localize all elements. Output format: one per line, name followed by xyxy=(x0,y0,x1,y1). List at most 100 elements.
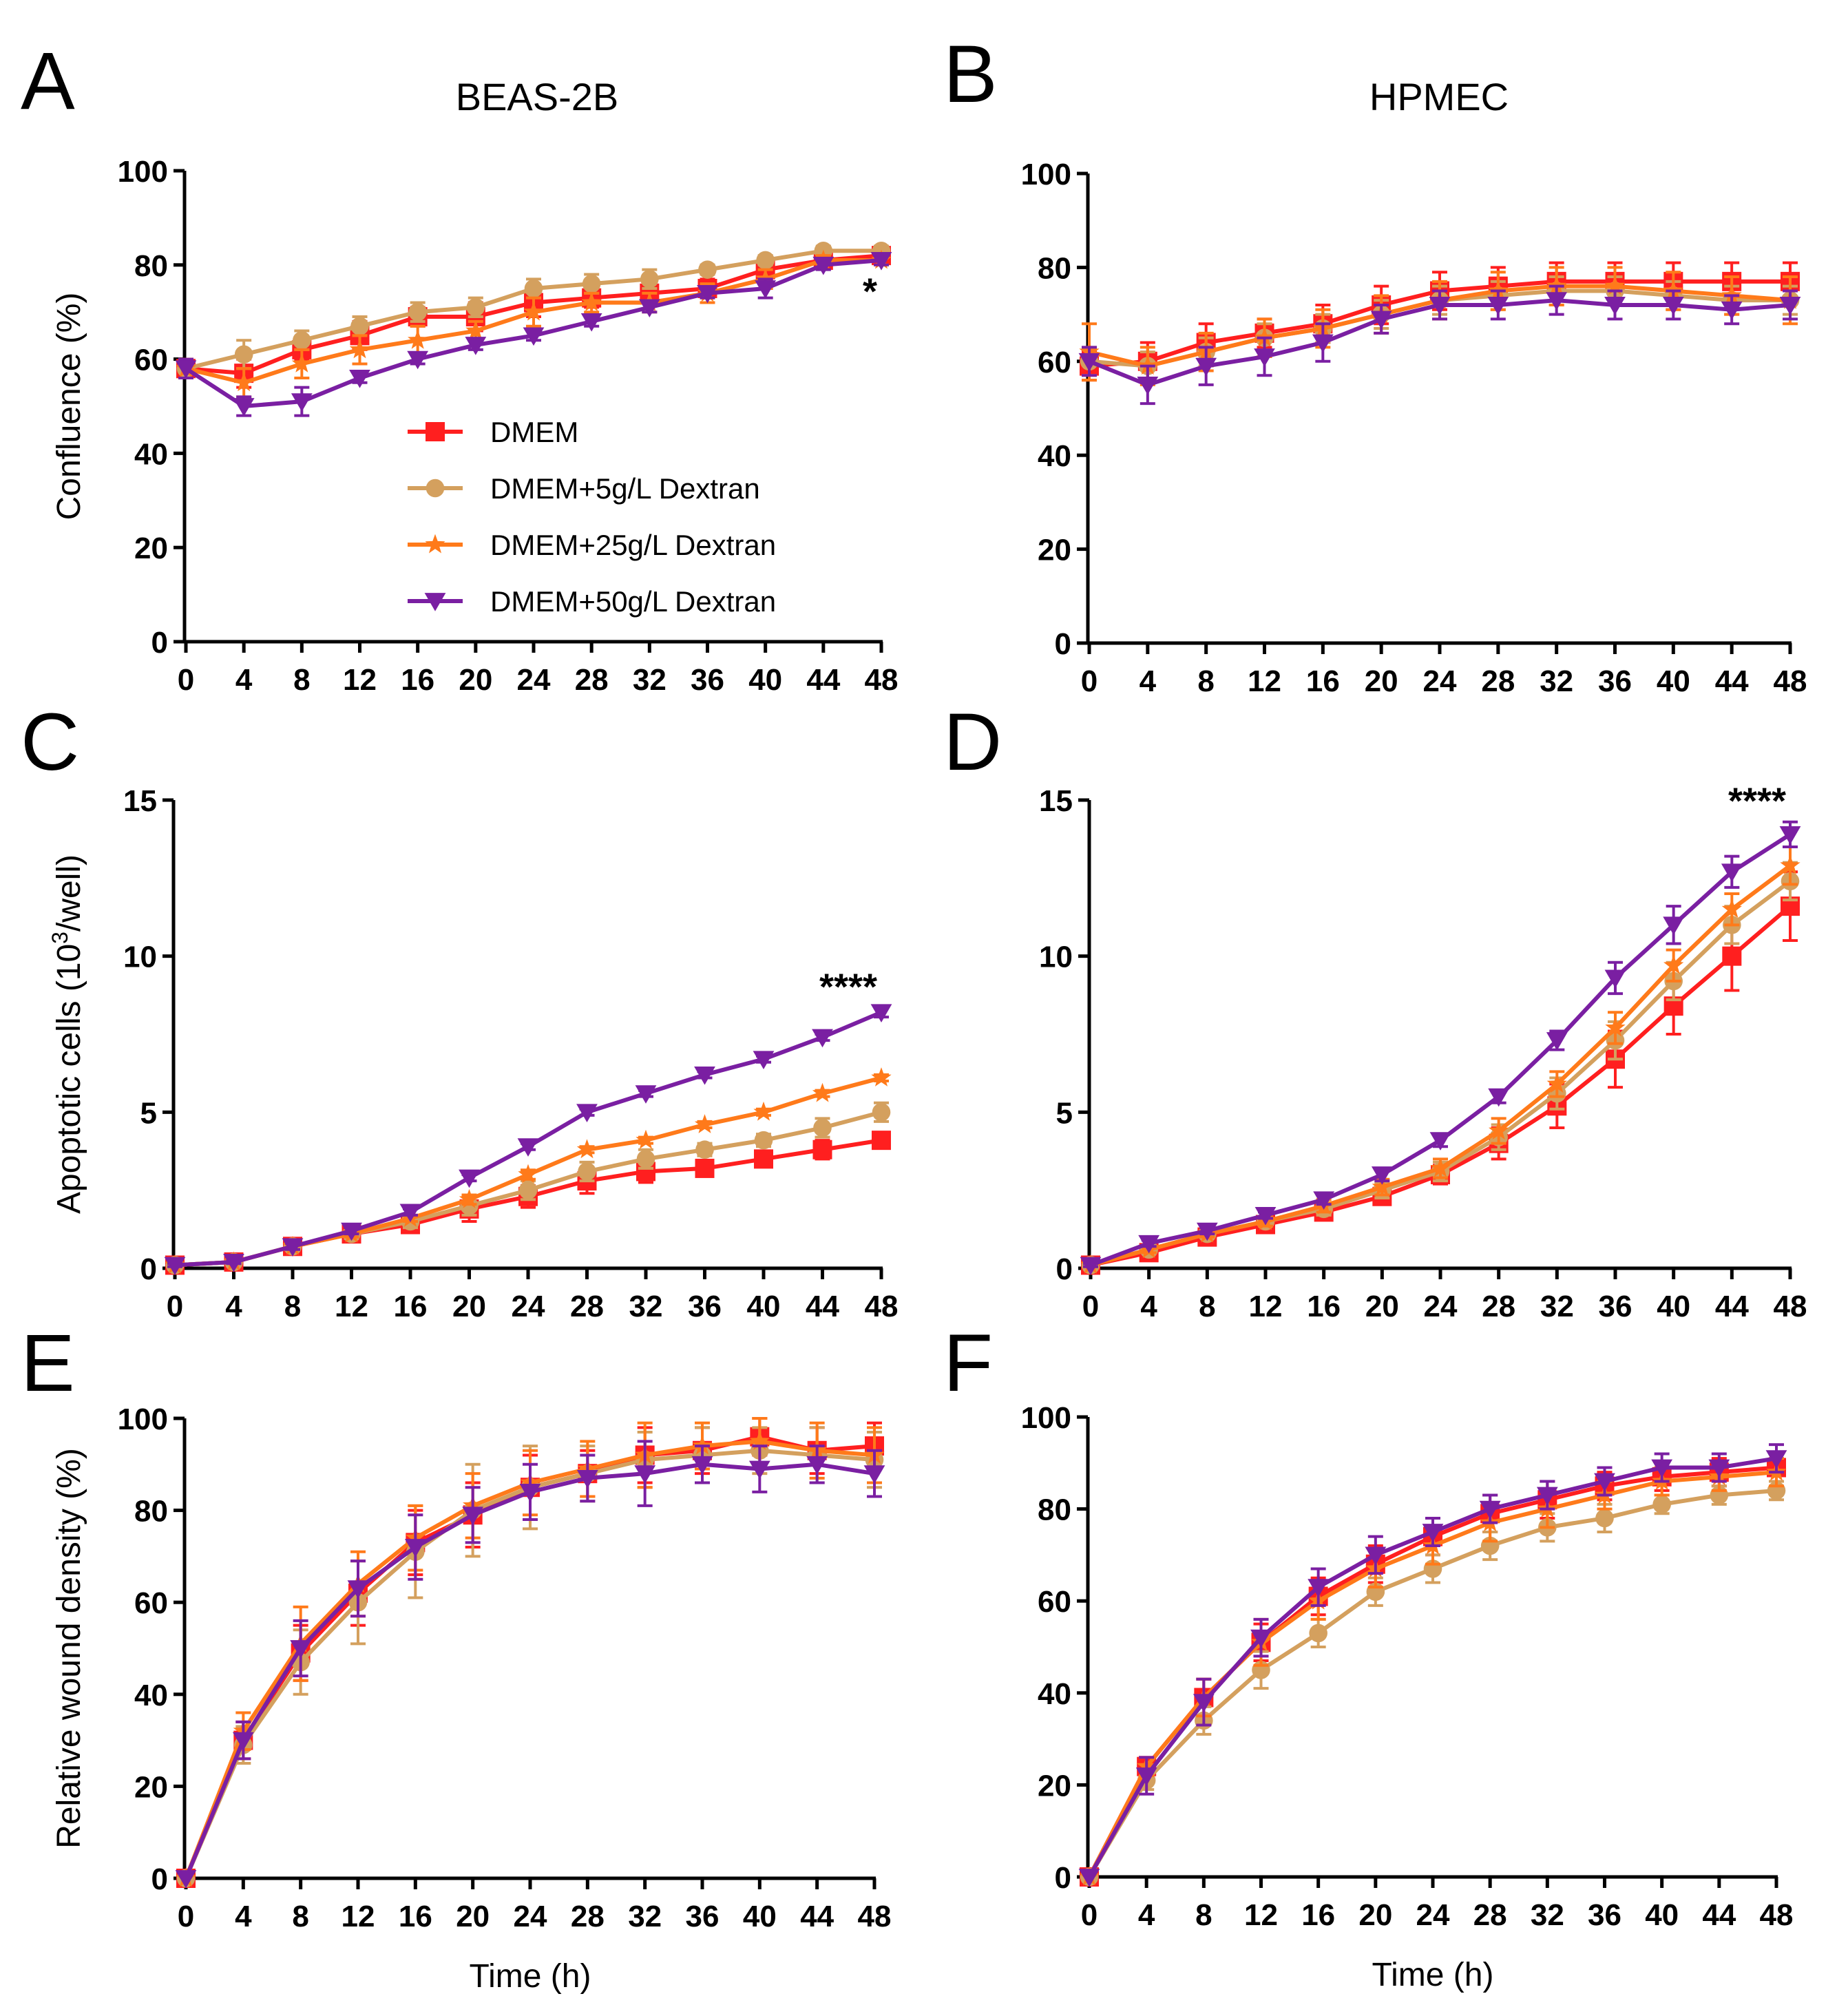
panel-f-x-tick-label: 0 xyxy=(1081,1898,1098,1932)
panel-b-point-dmem-50g-l-dextran xyxy=(1604,297,1626,315)
panel-c-x-tick-label: 28 xyxy=(570,1290,604,1323)
panel-b-x-tick-label: 4 xyxy=(1140,664,1157,698)
panel-a-point-dmem-5g-l-dextran xyxy=(350,317,369,336)
panel-d-point-dmem-50g-l-dextran xyxy=(1488,1088,1510,1107)
panel-c-point-dmem-50g-l-dextran xyxy=(399,1204,421,1223)
panel-a-y-tick-label: 80 xyxy=(134,249,168,283)
panel-d-point-dmem-50g-l-dextran xyxy=(1663,916,1685,936)
panel-c-x-tick-label: 20 xyxy=(452,1290,486,1323)
panel-c-point-dmem-50g-l-dextran xyxy=(635,1085,657,1104)
panel-f-point-dmem-5g-l-dextran xyxy=(1309,1624,1327,1643)
panel-e-y-tick-label: 40 xyxy=(134,1679,168,1712)
panel-b-point-dmem-50g-l-dextran xyxy=(1195,357,1217,377)
panel-e-point-dmem-50g-l-dextran xyxy=(175,1870,197,1889)
panel-e-x-tick-label: 40 xyxy=(743,1900,777,1933)
panel-a-y-tick-label: 100 xyxy=(118,155,168,189)
panel-a-point-dmem-50g-l-dextran xyxy=(697,284,718,304)
panel-letter-d: D xyxy=(943,697,1002,788)
panel-e-y-tick-label: 60 xyxy=(134,1586,168,1620)
legend-symbol-dmem-25gl xyxy=(408,534,463,554)
panel-f-point-dmem-5g-l-dextran xyxy=(1595,1509,1614,1528)
panel-f-x-tick-label: 8 xyxy=(1195,1898,1212,1932)
panel-c-point-dmem-50g-l-dextran xyxy=(223,1254,244,1272)
panel-a-point-dmem-50g-l-dextran xyxy=(291,393,313,412)
legend-symbol-dmem-50gl xyxy=(408,593,463,611)
panel-e-point-dmem-50g-l-dextran xyxy=(404,1539,426,1557)
panel-b-point-dmem-50g-l-dextran xyxy=(1254,348,1275,367)
panel-d-point-dmem-25g-l-dextran xyxy=(1780,854,1800,874)
panel-e-x-tick-label: 16 xyxy=(399,1900,432,1933)
panel-f-point-dmem-50g-l-dextran xyxy=(1651,1459,1673,1478)
panel-d-x-tick-label: 4 xyxy=(1140,1290,1157,1323)
panel-f-x-tick-label: 24 xyxy=(1416,1898,1450,1932)
panel-b-point-dmem-50g-l-dextran xyxy=(1429,297,1451,315)
panel-d-point-dmem-25g-l-dextran xyxy=(1430,1157,1451,1177)
panel-b-point-dmem-50g-l-dextran xyxy=(1370,311,1392,330)
panel-e-point-dmem-50g-l-dextran xyxy=(347,1580,369,1599)
panel-a-point-dmem-5g-l-dextran xyxy=(756,251,775,270)
panel-a-x-tick-label: 16 xyxy=(401,663,434,697)
panel-c-point-dmem-25g-l-dextran xyxy=(459,1188,480,1208)
panel-d-x-tick-label: 8 xyxy=(1199,1290,1215,1323)
panel-f-x-tick-label: 48 xyxy=(1760,1898,1794,1932)
panel-a-x-tick-label: 8 xyxy=(293,663,310,697)
panel-b-point-dmem-50g-l-dextran xyxy=(1137,377,1159,395)
panel-a-series-dmem-50g-l-dextran xyxy=(175,252,892,417)
panel-e-point-dmem-50g-l-dextran xyxy=(519,1483,541,1502)
panel-d-x-tick-label: 12 xyxy=(1249,1290,1283,1323)
panel-a-y-tick-label: 60 xyxy=(134,344,168,377)
panel-f-point-dmem-50g-l-dextran xyxy=(1193,1694,1215,1712)
panel-c-point-dmem xyxy=(812,1140,832,1159)
panel-e-point-dmem-50g-l-dextran xyxy=(290,1640,312,1659)
panel-a-y-axis-label: Confluence (%) xyxy=(51,293,87,521)
panel-b-x-tick-label: 24 xyxy=(1423,664,1457,698)
panel-e-point-dmem-50g-l-dextran xyxy=(462,1506,484,1525)
panel-e-x-axis-label: Time (h) xyxy=(470,1958,591,1995)
panel-c-y-tick-label: 10 xyxy=(123,941,157,974)
panel-c-point-dmem-25g-l-dextran xyxy=(694,1114,715,1133)
panel-d-x-tick-label: 44 xyxy=(1715,1290,1749,1323)
panel-c-x-tick-label: 8 xyxy=(284,1290,301,1323)
panel-a-x-tick-label: 44 xyxy=(806,663,840,697)
panel-e-point-dmem-50g-l-dextran xyxy=(806,1456,828,1475)
panel-f-point-dmem-50g-l-dextran xyxy=(1135,1767,1157,1786)
panel-e-point-dmem-50g-l-dextran xyxy=(634,1465,656,1484)
panel-b-point-dmem-50g-l-dextran xyxy=(1721,301,1743,320)
panel-f-point-dmem-50g-l-dextran xyxy=(1078,1869,1100,1887)
panel-d-point-dmem-50g-l-dextran xyxy=(1080,1257,1102,1276)
panel-d-point-dmem-25g-l-dextran xyxy=(1546,1073,1567,1093)
panel-c-point-dmem xyxy=(695,1158,715,1178)
panel-d-x-tick-label: 0 xyxy=(1082,1290,1099,1323)
panel-d-point-dmem-25g-l-dextran xyxy=(1489,1120,1509,1140)
panel-a-point-dmem-25g-l-dextran xyxy=(291,353,312,372)
panel-c-x-tick-label: 16 xyxy=(394,1290,428,1323)
panel-a-y-tick-label: 40 xyxy=(134,437,168,471)
panel-f-x-tick-label: 20 xyxy=(1358,1898,1392,1932)
panel-f-y-tick-label: 20 xyxy=(1038,1769,1071,1803)
panel-f-x-tick-label: 12 xyxy=(1244,1898,1278,1932)
panel-e-x-tick-label: 4 xyxy=(235,1900,252,1933)
panel-c-point-dmem-25g-l-dextran xyxy=(871,1067,892,1086)
panel-a-x-tick-label: 48 xyxy=(865,663,899,697)
panel-c-x-tick-label: 44 xyxy=(806,1290,839,1323)
panel-e-x-tick-label: 12 xyxy=(342,1900,375,1933)
panel-c-point-dmem-5g-l-dextran xyxy=(695,1140,714,1159)
panel-f-y-tick-label: 40 xyxy=(1038,1677,1071,1711)
panel-d-x-tick-label: 20 xyxy=(1365,1290,1399,1323)
panel-c-point-dmem-50g-l-dextran xyxy=(812,1029,833,1048)
panel-c-point-dmem-5g-l-dextran xyxy=(872,1103,891,1122)
panel-a-y-tick-label: 0 xyxy=(151,626,168,660)
panel-b-y-tick-label: 0 xyxy=(1055,627,1071,661)
panel-d-point-dmem-25g-l-dextran xyxy=(1663,954,1684,974)
panel-c-x-tick-label: 24 xyxy=(512,1290,545,1323)
panel-c-point-dmem-50g-l-dextran xyxy=(341,1222,362,1241)
panel-a-point-dmem-50g-l-dextran xyxy=(812,256,834,275)
panel-c-x-tick-label: 36 xyxy=(688,1290,722,1323)
panel-a-point-dmem-5g-l-dextran xyxy=(698,260,717,279)
panel-d-x-tick-label: 36 xyxy=(1599,1290,1632,1323)
panel-a-point-dmem-50g-l-dextran xyxy=(580,313,602,332)
panel-a-x-tick-label: 36 xyxy=(691,663,724,697)
panel-f-point-dmem-50g-l-dextran xyxy=(1765,1450,1787,1469)
